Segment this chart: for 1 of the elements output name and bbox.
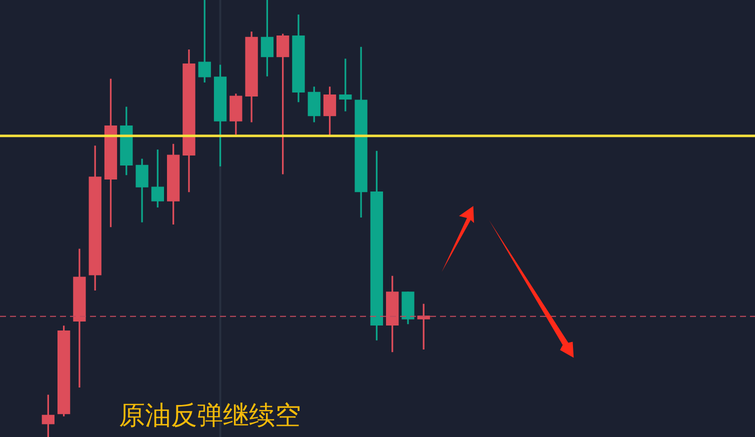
annotation: 原油反弹继续空 [119, 401, 301, 431]
